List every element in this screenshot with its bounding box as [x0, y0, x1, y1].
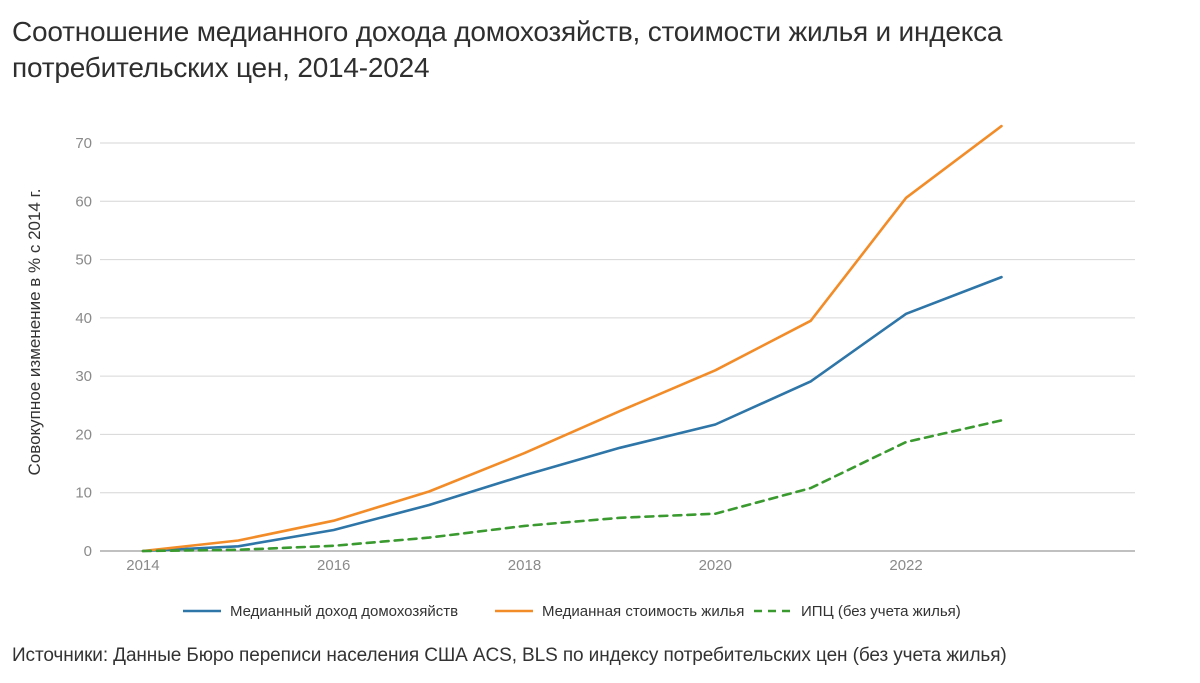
series-line [141, 124, 1003, 553]
y-tick-label: 20 [75, 426, 92, 443]
legend-label: Медианная стоимость жилья [542, 603, 744, 620]
y-tick-label: 30 [75, 368, 92, 385]
legend-label: Медианный доход домохозяйств [230, 603, 458, 620]
x-tick-label: 2018 [508, 557, 541, 574]
x-tick-label: 2016 [317, 557, 350, 574]
x-tick-label: 2014 [126, 557, 159, 574]
y-tick-label: 60 [75, 193, 92, 210]
y-tick-label: 40 [75, 310, 92, 327]
y-tick-label: 0 [84, 543, 92, 560]
source-note: Источники: Данные Бюро переписи населени… [12, 645, 1007, 666]
y-tick-label: 10 [75, 485, 92, 502]
series-line [141, 275, 1003, 553]
series-line [141, 419, 1003, 553]
x-tick-label: 2022 [889, 557, 922, 574]
x-tick-label: 2020 [699, 557, 732, 574]
y-tick-label: 70 [75, 135, 92, 152]
y-axis-title: Совокупное изменение в % с 2014 г. [25, 189, 44, 476]
chart-title: Соотношение медианного дохода домохозяйс… [12, 16, 1003, 83]
y-tick-label: 50 [75, 252, 92, 269]
legend-label: ИПЦ (без учета жилья) [801, 603, 961, 620]
